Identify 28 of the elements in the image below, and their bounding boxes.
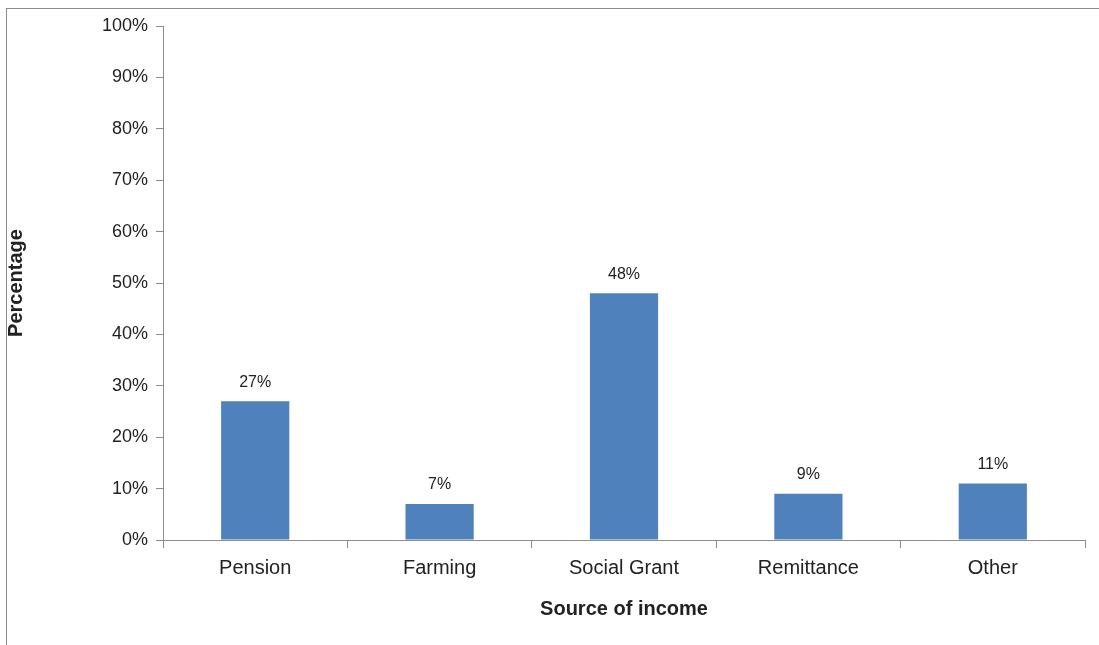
data-label: 7%	[428, 475, 452, 493]
bar	[589, 293, 659, 540]
bar	[405, 504, 474, 540]
y-tick-label: 0%	[121, 528, 148, 549]
x-tick-label: Social Grant	[568, 555, 680, 578]
bar	[958, 483, 1027, 540]
bar	[221, 401, 290, 540]
y-tick-label: 30%	[111, 374, 148, 395]
x-tick-label: Pension	[219, 555, 292, 578]
y-tick-label: 40%	[111, 323, 148, 344]
data-label: 27%	[239, 372, 272, 390]
data-label: 11%	[977, 454, 1009, 472]
x-tick-label: Farming	[402, 555, 477, 578]
x-tick-label: Remittance	[757, 555, 859, 578]
bar	[774, 493, 843, 540]
y-tick-label: 90%	[111, 66, 148, 87]
data-label: 48%	[607, 264, 641, 282]
y-tick-label: 80%	[111, 117, 148, 138]
y-tick-label: 20%	[111, 426, 148, 447]
y-tick-label: 50%	[111, 271, 148, 292]
data-label: 9%	[796, 465, 820, 483]
x-tick-label: Other	[967, 555, 1019, 578]
x-axis-title: Source of income	[540, 596, 708, 619]
y-axis-title: Percentage	[3, 229, 26, 337]
y-tick-label: 60%	[111, 220, 148, 241]
y-tick-label: 100%	[101, 14, 148, 35]
y-tick-label: 70%	[111, 169, 148, 190]
y-tick-label: 10%	[111, 477, 148, 498]
